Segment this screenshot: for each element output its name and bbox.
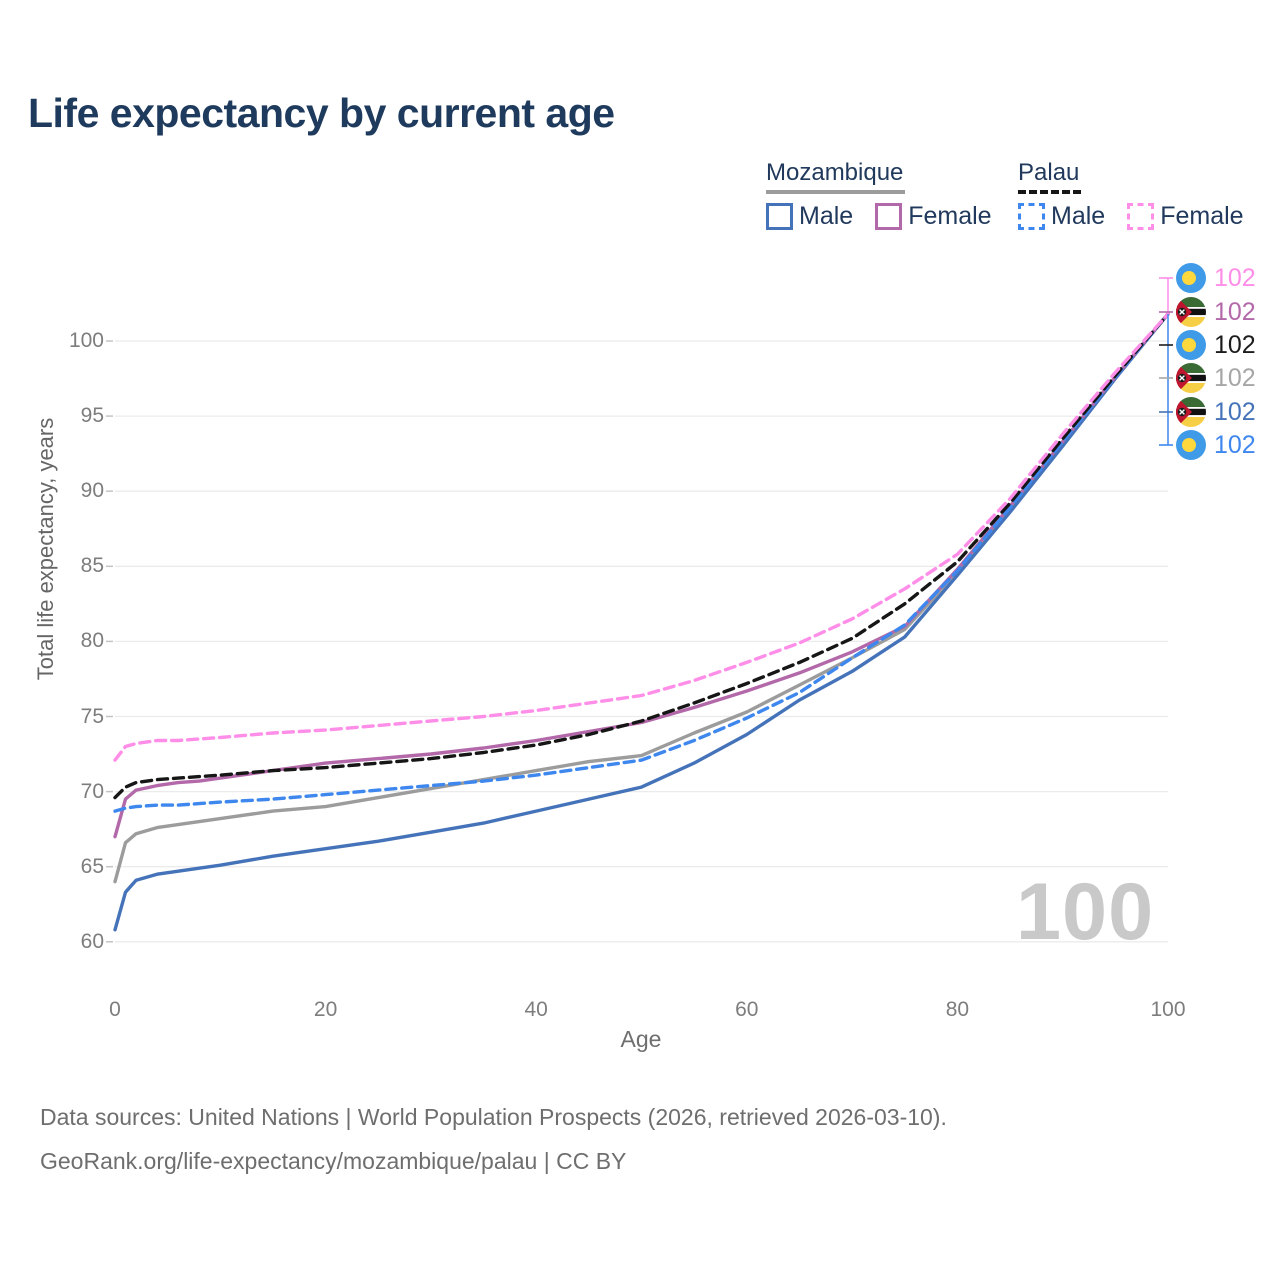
legend-swatch-mozambique-female[interactable]	[875, 203, 903, 230]
end-label-mozambique-male: 102	[1176, 397, 1256, 427]
x-tick-label-60: 60	[735, 998, 759, 1021]
series-line-mozambique-male	[113, 312, 1170, 932]
y-tick-label-95: 95	[80, 404, 104, 428]
end-label-value-mozambique-female: 102	[1214, 298, 1256, 326]
x-tick-label-0: 0	[109, 998, 121, 1021]
end-label-value-mozambique-both: 102	[1214, 364, 1256, 392]
y-tick-label-75: 75	[80, 704, 104, 728]
mozambique-flag-icon	[1176, 297, 1206, 327]
end-label-value-palau-male: 102	[1214, 431, 1256, 459]
y-tick-label-85: 85	[80, 554, 104, 578]
palau-flag-icon	[1176, 330, 1206, 360]
end-label-mozambique-female: 102	[1176, 297, 1256, 327]
y-tick-label-60: 60	[80, 929, 104, 953]
legend-swatch-mozambique-male[interactable]	[766, 203, 793, 230]
y-tick-label-65: 65	[80, 854, 104, 878]
x-tick-label-20: 20	[313, 998, 338, 1021]
end-label-palau-both: 102	[1176, 330, 1256, 360]
data-source-line: Data sources: United Nations | World Pop…	[40, 1104, 947, 1130]
end-label-palau-female: 102	[1176, 263, 1256, 293]
y-tick-label-90: 90	[80, 479, 104, 503]
footer: Data sources: United Nations | World Pop…	[40, 1104, 947, 1192]
legend-label-mozambique-male[interactable]: Male	[799, 202, 854, 230]
end-label-mozambique-both: 102	[1176, 363, 1256, 393]
legend-swatch-palau-male[interactable]	[1018, 203, 1045, 230]
attribution-line: GeoRank.org/life-expectancy/mozambique/p…	[40, 1148, 627, 1174]
series-line-palau-male	[113, 312, 1170, 813]
mozambique-flag-icon	[1176, 363, 1206, 393]
series-line-mozambique-both	[113, 312, 1170, 884]
legend-label-mozambique-female[interactable]: Female	[908, 202, 992, 230]
palau-flag-icon	[1176, 430, 1206, 460]
end-label-value-palau-both: 102	[1214, 331, 1256, 359]
mozambique-flag-icon	[1176, 397, 1206, 427]
x-tick-label-40: 40	[524, 998, 548, 1021]
legend-swatch-palau-female[interactable]	[1127, 203, 1155, 230]
age-counter-watermark: 100	[1016, 867, 1155, 957]
legend-label-palau-female[interactable]: Female	[1160, 202, 1244, 230]
legend-group-mozambique: Mozambique Male Female	[766, 159, 1014, 231]
legend-label-palau-male[interactable]: Male	[1051, 202, 1106, 230]
x-axis-title: Age	[620, 1026, 662, 1052]
legend-country-palau[interactable]: Palau	[1018, 159, 1082, 194]
palau-flag-icon	[1176, 263, 1206, 293]
x-tick-label-100: 100	[1150, 998, 1186, 1021]
x-tick-label-80: 80	[945, 998, 970, 1021]
y-tick-label-100: 100	[68, 329, 104, 352]
legend-country-mozambique[interactable]: Mozambique	[766, 159, 906, 194]
series-line-mozambique-female	[113, 312, 1170, 839]
end-label-value-palau-female: 102	[1214, 264, 1256, 292]
page-title: Life expectancy by current age	[28, 90, 615, 136]
y-tick-label-70: 70	[80, 779, 104, 803]
series-line-palau-female	[113, 312, 1170, 762]
end-label-palau-male: 102	[1176, 430, 1256, 460]
end-label-value-mozambique-male: 102	[1214, 398, 1256, 426]
legend-group-palau: Palau Male Female	[1018, 159, 1266, 231]
series-line-palau-both	[113, 312, 1170, 800]
y-tick-label-80: 80	[80, 629, 104, 653]
